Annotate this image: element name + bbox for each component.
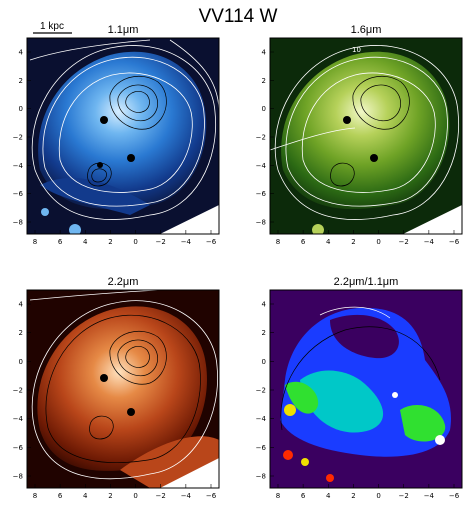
y-tick-label: −6 bbox=[13, 190, 24, 198]
x-tick-label: 4 bbox=[83, 492, 88, 500]
x-tick-label: 8 bbox=[33, 492, 37, 500]
panel-title-2: 1.6μm bbox=[351, 24, 382, 36]
y-tick-label: −6 bbox=[256, 444, 267, 452]
y-tick-label: −8 bbox=[13, 219, 23, 227]
y-tick-label: −8 bbox=[256, 473, 266, 481]
x-tick-label: 8 bbox=[33, 238, 37, 246]
x-tick-label: 2 bbox=[108, 492, 112, 500]
y-tick-label: 0 bbox=[262, 358, 266, 366]
panel-title-1: 1.1μm bbox=[108, 24, 139, 36]
x-tick-label: −6 bbox=[206, 492, 217, 500]
x-tick-label: 6 bbox=[58, 492, 63, 500]
panel-3-frame bbox=[26, 289, 220, 489]
y-tick-label: −6 bbox=[13, 444, 24, 452]
x-tick-label: 0 bbox=[133, 492, 137, 500]
y-tick-label: 0 bbox=[19, 105, 23, 113]
y-tick-label: 0 bbox=[19, 358, 23, 366]
y-tick-label: −2 bbox=[13, 134, 23, 142]
x-tick-label: 0 bbox=[133, 238, 137, 246]
y-tick-label: 2 bbox=[19, 77, 23, 85]
x-tick-label: −6 bbox=[449, 238, 460, 246]
figure-title: VV114 W bbox=[199, 6, 278, 27]
y-tick-label: 4 bbox=[262, 49, 267, 57]
y-tick-label: −4 bbox=[13, 162, 24, 170]
x-tick-label: −4 bbox=[424, 492, 435, 500]
panel-1-frame bbox=[26, 37, 220, 235]
panel-2-frame bbox=[269, 37, 463, 235]
x-tick-label: 4 bbox=[326, 238, 331, 246]
y-tick-label: −4 bbox=[13, 415, 24, 423]
y-tick-label: −8 bbox=[13, 473, 23, 481]
x-tick-label: −6 bbox=[449, 492, 460, 500]
tick-labels: 8 6 4 2 0 −2 −4 −6 4 2 0 −2 −4 −6 −8 8 6 4 2 0 −2 −4 −6 4 2 0 −2 −4… bbox=[13, 49, 460, 501]
x-tick-label: 8 bbox=[276, 492, 280, 500]
x-tick-label: 6 bbox=[301, 492, 306, 500]
x-tick-label: −2 bbox=[399, 238, 409, 246]
y-tick-label: −2 bbox=[256, 387, 266, 395]
y-tick-label: −6 bbox=[256, 190, 267, 198]
x-tick-label: 0 bbox=[376, 238, 380, 246]
panel-title-4: 2.2μm/1.1μm bbox=[334, 276, 399, 288]
y-tick-label: 4 bbox=[19, 301, 24, 309]
x-tick-label: −2 bbox=[156, 238, 166, 246]
x-tick-label: 8 bbox=[276, 238, 280, 246]
x-tick-label: −6 bbox=[206, 238, 217, 246]
x-tick-label: 6 bbox=[301, 238, 306, 246]
y-tick-label: −2 bbox=[13, 387, 23, 395]
panel-4-image bbox=[270, 290, 462, 488]
y-tick-label: 2 bbox=[19, 329, 23, 337]
panel-2-image: 10 bbox=[270, 38, 462, 234]
panel-title-3: 2.2μm bbox=[108, 276, 139, 288]
x-tick-label: −2 bbox=[399, 492, 409, 500]
x-tick-label: −2 bbox=[156, 492, 166, 500]
panel-2-contour-label: 10 bbox=[352, 46, 361, 54]
y-tick-label: −4 bbox=[256, 162, 267, 170]
x-tick-label: 6 bbox=[58, 238, 63, 246]
y-tick-label: 0 bbox=[262, 105, 266, 113]
panel-1-image bbox=[27, 38, 219, 234]
x-tick-label: 2 bbox=[351, 492, 355, 500]
x-tick-label: 4 bbox=[83, 238, 88, 246]
y-tick-label: 2 bbox=[262, 77, 266, 85]
y-tick-label: 2 bbox=[262, 329, 266, 337]
y-tick-label: 4 bbox=[19, 49, 24, 57]
panel-3-image bbox=[27, 290, 219, 488]
x-tick-label: 2 bbox=[108, 238, 112, 246]
x-tick-label: −4 bbox=[181, 238, 192, 246]
y-tick-label: −4 bbox=[256, 415, 267, 423]
x-tick-label: 0 bbox=[376, 492, 380, 500]
y-tick-label: −8 bbox=[256, 219, 266, 227]
x-tick-label: −4 bbox=[424, 238, 435, 246]
x-tick-label: 2 bbox=[351, 238, 355, 246]
panel-4-frame bbox=[269, 289, 463, 489]
scale-bar-label: 1 kpc bbox=[40, 21, 64, 32]
y-tick-label: −2 bbox=[256, 134, 266, 142]
y-tick-label: 4 bbox=[262, 301, 267, 309]
x-tick-label: 4 bbox=[326, 492, 331, 500]
x-tick-label: −4 bbox=[181, 492, 192, 500]
